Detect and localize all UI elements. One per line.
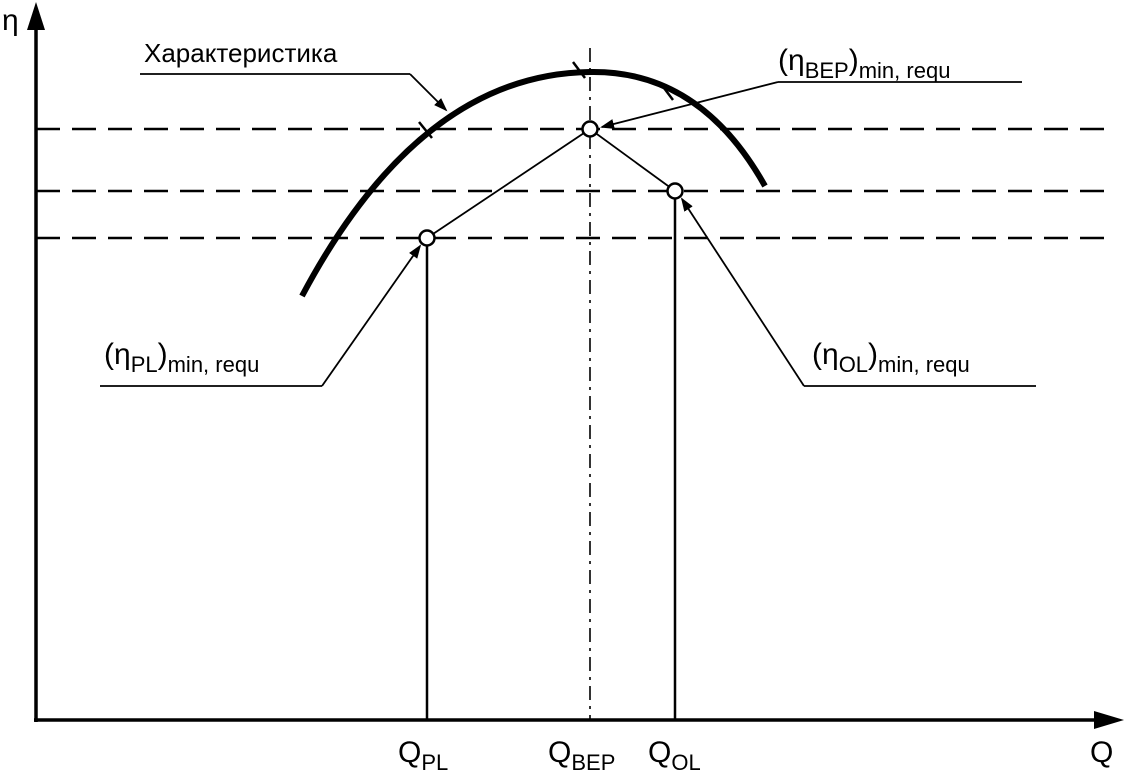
tick-q-bep: QBEP	[548, 736, 615, 774]
point-pl	[418, 229, 436, 247]
curve-tick-marks	[418, 61, 674, 139]
label-eta-ol-close: )	[868, 338, 878, 371]
leader-pl-arrow	[321, 244, 422, 387]
curve-label: Характеристика	[144, 38, 338, 68]
leader-bep-arrow	[600, 81, 779, 129]
label-eta-ol-open: (η	[812, 338, 839, 371]
point-bep	[581, 120, 599, 138]
label-eta-bep-close: )	[849, 44, 859, 77]
label-eta-bep-sub: BEP	[805, 58, 849, 83]
x-axis-arrow	[1094, 711, 1124, 729]
tick-q-bep-main: Q	[548, 736, 571, 769]
y-axis-label: η	[2, 4, 19, 37]
tick-q-ol-sub: OL	[671, 750, 700, 774]
label-eta-ol-sub: OL	[839, 352, 868, 377]
min-requirement-line	[426, 127, 676, 239]
tick-q-ol: QOL	[648, 736, 701, 774]
label-eta-pl-open: (η	[104, 338, 131, 371]
label-eta-ol-tail: min, requ	[878, 352, 970, 377]
label-eta-pl-close: )	[158, 338, 168, 371]
label-eta-pl-sub: PL	[131, 352, 158, 377]
tick-q-pl: QPL	[398, 736, 448, 774]
characteristic-curve	[299, 68, 768, 298]
label-eta-bep-open: (η	[778, 44, 805, 77]
leader-curve-arrow	[409, 73, 448, 112]
tick-q-bep-sub: BEP	[571, 750, 615, 774]
leader-ol-arrow	[680, 197, 805, 387]
tick-q-pl-main: Q	[398, 736, 421, 769]
x-axis-label: Q	[1090, 736, 1113, 769]
y-axis-arrow	[27, 2, 45, 30]
point-ol	[666, 182, 684, 200]
label-eta-bep-tail: min, requ	[859, 58, 951, 83]
label-eta-ol: (ηOL)min, requ	[812, 338, 970, 377]
label-eta-pl-tail: min, requ	[168, 352, 260, 377]
tick-q-ol-main: Q	[648, 736, 671, 769]
label-eta-bep: (ηBEP)min, requ	[778, 44, 950, 83]
tick-q-pl-sub: PL	[421, 750, 448, 774]
label-eta-pl: (ηPL)min, requ	[104, 338, 259, 377]
